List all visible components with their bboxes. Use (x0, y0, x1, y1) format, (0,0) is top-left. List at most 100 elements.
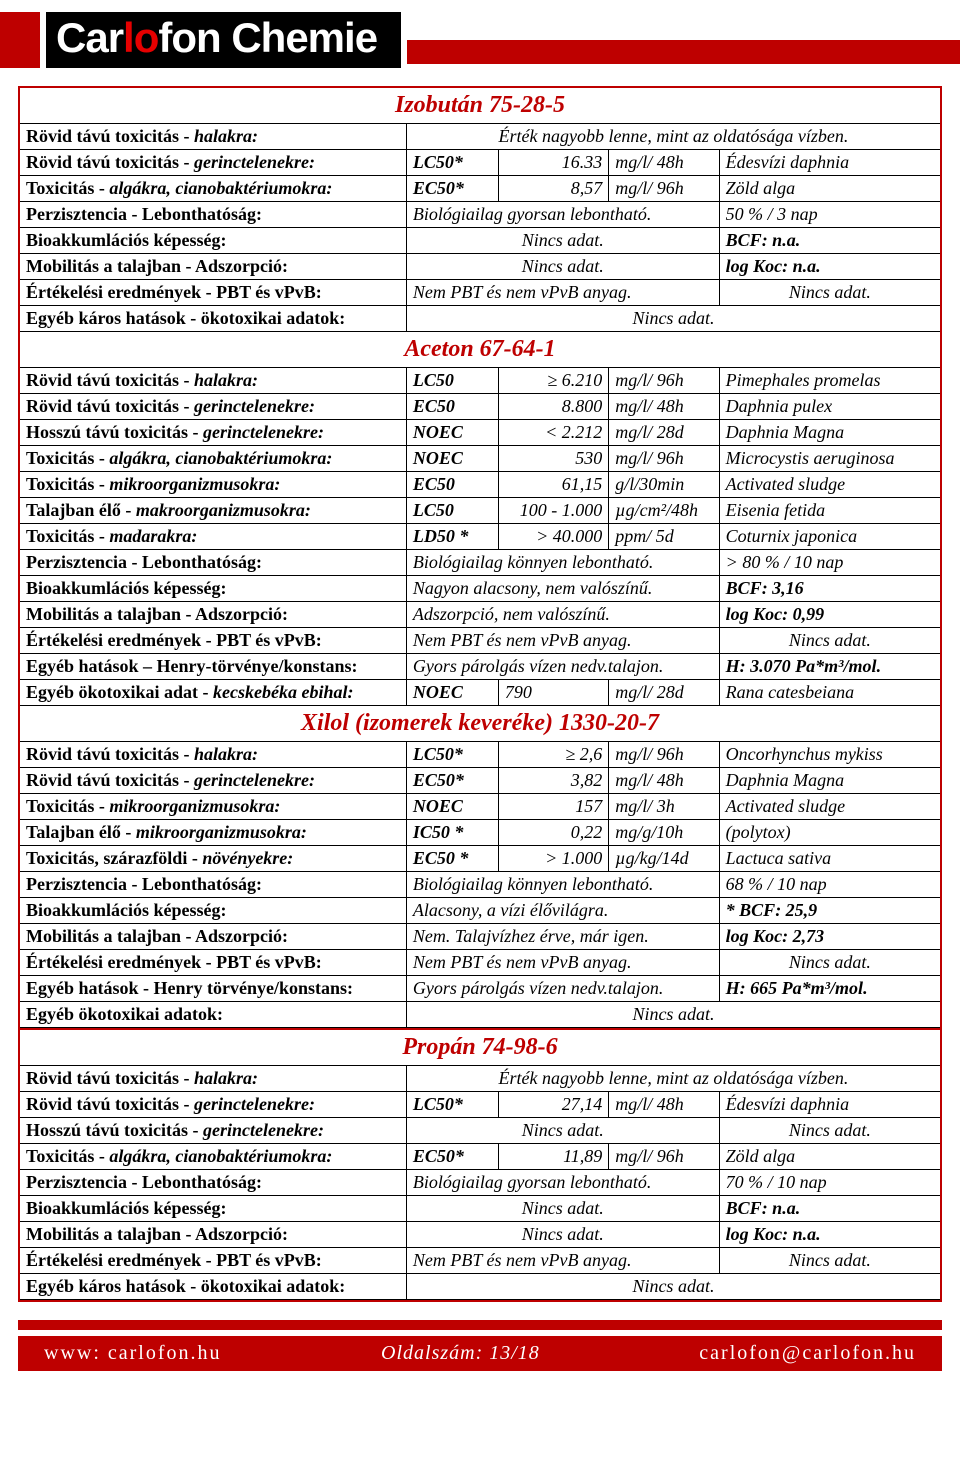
row-label: Egyéb káros hatások - ökotoxikai adatok: (20, 306, 406, 332)
row-label: Perzisztencia - Lebonthatóság: (20, 1170, 406, 1196)
row-label-italic: növényekre: (202, 848, 293, 868)
row-label-italic: gerinctelenekre: (194, 1094, 315, 1114)
table-row: Bioakkumlációs képesség: Nincs adat. BCF… (20, 228, 940, 254)
cell: 0,22 (498, 820, 608, 846)
row-value: Nincs adat. (406, 1196, 719, 1222)
cell: EC50* (406, 768, 498, 794)
table-row: Rövid távú toxicitás - gerinctelenekre: … (20, 150, 940, 176)
footer-page-number: Oldalszám: 13/18 (381, 1342, 540, 1365)
footer-email: carlofon@carlofon.hu (699, 1342, 916, 1365)
cell: H: 665 Pa*m³/mol. (719, 976, 940, 1002)
table-row: Egyéb káros hatások - ökotoxikai adatok:… (20, 1274, 940, 1300)
cell: Microcystis aeruginosa (719, 446, 940, 472)
table-row: Perzisztencia - Lebonthatóság:Biológiail… (20, 872, 940, 898)
footer-website: www: carlofon.hu (44, 1342, 222, 1365)
cell: log Koc: n.a. (719, 254, 940, 280)
cell: mg/l/ 48h (609, 1092, 719, 1118)
row-label-italic: madarakra: (109, 526, 197, 546)
table-row: Rövid távú toxicitás - halakra:LC50*≥ 2,… (20, 742, 940, 768)
row-label: Rövid távú toxicitás - (26, 152, 190, 172)
row-label: Perzisztencia - Lebonthatóság: (20, 872, 406, 898)
cell: > 1.000 (498, 846, 608, 872)
table-row: Rövid távú toxicitás - halakra:Érték nag… (20, 1066, 940, 1092)
row-label: Perzisztencia - Lebonthatóság: (20, 202, 406, 228)
cell: Daphnia Magna (719, 420, 940, 446)
table-row: Rövid távú toxicitás - halakra: LC50≥ 6.2… (20, 368, 940, 394)
cell: Lactuca sativa (719, 846, 940, 872)
row-label: Mobilitás a talajban - Adszorpció: (20, 1222, 406, 1248)
row-label: Talajban élő - (26, 500, 131, 520)
cell: 70 % / 10 nap (719, 1170, 940, 1196)
row-label-italic: mikroorganizmusokra: (136, 822, 307, 842)
table-row: Bioakkumlációs képesség:Alacsony, a vízi… (20, 898, 940, 924)
cell: LC50* (406, 1092, 498, 1118)
cell: Édesvízi daphnia (719, 150, 940, 176)
cell: Édesvízi daphnia (719, 1092, 940, 1118)
cell: Nincs adat. (719, 1248, 940, 1274)
section-propan: Propán 74-98-6 Rövid távú toxicitás - ha… (20, 1028, 940, 1300)
cell: LC50* (406, 150, 498, 176)
row-label: Rövid távú toxicitás - (26, 126, 190, 146)
table-xilol: Rövid távú toxicitás - halakra:LC50*≥ 2,… (20, 741, 940, 1028)
cell: H: 3.070 Pa*m³/mol. (719, 654, 940, 680)
row-value: Biológiailag gyorsan lebontható. (406, 202, 719, 228)
cell: LC50 (406, 498, 498, 524)
row-value: Gyors párolgás vízen nedv.talajon. (406, 976, 719, 1002)
row-value: Nem PBT és nem vPvB anyag. (406, 280, 719, 306)
row-label-italic: gerinctelenekre: (203, 1120, 324, 1140)
table-row: Egyéb káros hatások - ökotoxikai adatok:… (20, 306, 940, 332)
row-value: Nincs adat. (406, 1222, 719, 1248)
row-value: Érték nagyobb lenne, mint az oldatósága … (406, 1066, 940, 1092)
table-row: Toxicitás - algákra, cianobaktériumokra:… (20, 1144, 940, 1170)
row-value: Alacsony, a vízi élővilágra. (406, 898, 719, 924)
table-row: Hosszú távú toxicitás - gerinctelenekre:… (20, 420, 940, 446)
row-label-italic: gerinctelenekre: (194, 396, 315, 416)
row-label-italic: gerinctelenekre: (194, 770, 315, 790)
table-row: Rövid távú toxicitás - gerinctelenekre:E… (20, 394, 940, 420)
row-label-italic: halakra: (194, 370, 258, 390)
row-label: Egyéb hatások - Henry törvénye/konstans: (20, 976, 406, 1002)
row-value: Nincs adat. (406, 254, 719, 280)
row-label-italic: algákra, cianobaktériumokra: (109, 448, 332, 468)
row-label: Egyéb hatások – Henry-törvénye/konstans: (20, 654, 406, 680)
brand-logo: Carlofon Chemie (46, 12, 401, 68)
cell: ppm/ 5d (609, 524, 719, 550)
cell: * BCF: 25,9 (719, 898, 940, 924)
cell: ≥ 6.210 (498, 368, 608, 394)
row-label: Rövid távú toxicitás - (26, 1068, 190, 1088)
row-label: Mobilitás a talajban - Adszorpció: (20, 602, 406, 628)
row-label: Bioakkumlációs képesség: (20, 228, 406, 254)
cell: Pimephales promelas (719, 368, 940, 394)
row-label-italic: halakra: (194, 744, 258, 764)
table-row: Perzisztencia - Lebonthatóság:Biológiail… (20, 1170, 940, 1196)
header-red-square (0, 12, 40, 68)
cell: EC50* (406, 1144, 498, 1170)
row-value: Nem PBT és nem vPvB anyag. (406, 1248, 719, 1274)
cell: log Koc: 2,73 (719, 924, 940, 950)
row-label: Értékelési eredmények - PBT és vPvB: (20, 950, 406, 976)
cell: Nincs adat. (719, 628, 940, 654)
cell: 61,15 (498, 472, 608, 498)
cell: EC50 (406, 472, 498, 498)
row-label: Rövid távú toxicitás - (26, 370, 190, 390)
row-label: Egyéb káros hatások - ökotoxikai adatok: (20, 1274, 406, 1300)
table-row: Toxicitás, szárazföldi - növényekre:EC50… (20, 846, 940, 872)
row-label-italic: mikroorganizmusokra: (109, 796, 280, 816)
cell: 27,14 (498, 1092, 608, 1118)
table-row: Rövid távú toxicitás - gerinctelenekre:E… (20, 768, 940, 794)
cell: EC50 (406, 394, 498, 420)
cell: mg/l/ 48h (609, 394, 719, 420)
cell: 11,89 (498, 1144, 608, 1170)
row-label-italic: mikroorganizmusokra: (109, 474, 280, 494)
row-label: Toxicitás - (26, 448, 105, 468)
cell: mg/l/ 96h (609, 368, 719, 394)
cell: LC50 (406, 368, 498, 394)
row-value: Biológiailag gyorsan lebontható. (406, 1170, 719, 1196)
table-aceton: Rövid távú toxicitás - halakra:LC50≥ 6.2… (20, 367, 940, 706)
row-label-italic: algákra, cianobaktériumokra: (109, 178, 332, 198)
cell: Zöld alga (719, 176, 940, 202)
cell: Coturnix japonica (719, 524, 940, 550)
cell: Activated sludge (719, 794, 940, 820)
cell: log Koc: n.a. (719, 1222, 940, 1248)
table-row: Egyéb ökotoxikai adatok:Nincs adat. (20, 1002, 940, 1028)
